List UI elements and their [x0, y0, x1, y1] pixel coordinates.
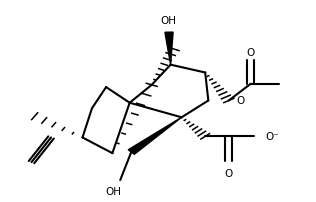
Polygon shape — [165, 33, 173, 65]
Text: O: O — [247, 48, 255, 58]
Text: O: O — [225, 168, 233, 178]
Text: O⁻: O⁻ — [265, 132, 279, 142]
Text: OH: OH — [105, 186, 121, 196]
Polygon shape — [128, 118, 182, 155]
Text: O: O — [237, 96, 245, 106]
Text: OH: OH — [161, 16, 176, 26]
